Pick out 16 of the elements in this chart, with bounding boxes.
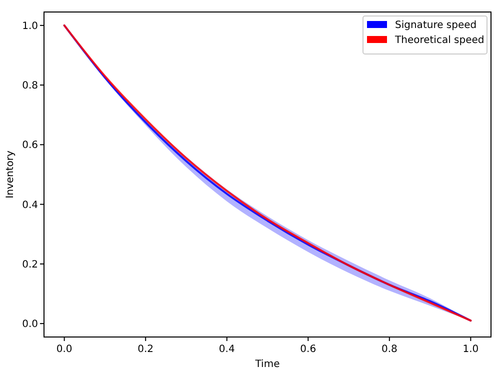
y-tick-label: 0.6 [22, 140, 38, 152]
legend-label: Signature speed [395, 20, 477, 31]
y-tick-label: 0.0 [22, 319, 38, 330]
x-tick-label: 0.0 [56, 344, 72, 355]
x-axis-title: Time [254, 359, 280, 370]
y-tick-label: 1.0 [22, 20, 38, 32]
y-tick-label: 0.4 [22, 200, 38, 211]
x-tick-label: 0.2 [138, 344, 154, 355]
y-axis-title: Inventory [5, 150, 16, 198]
x-tick-label: 0.4 [218, 344, 235, 355]
y-tick-label: 0.2 [22, 259, 38, 270]
y-tick-label: 0.8 [22, 80, 38, 92]
x-tick-label: 0.6 [300, 344, 316, 355]
x-tick-label: 1.0 [462, 344, 479, 355]
legend-label: Theoretical speed [394, 35, 484, 46]
x-tick-label: 0.8 [381, 344, 398, 355]
